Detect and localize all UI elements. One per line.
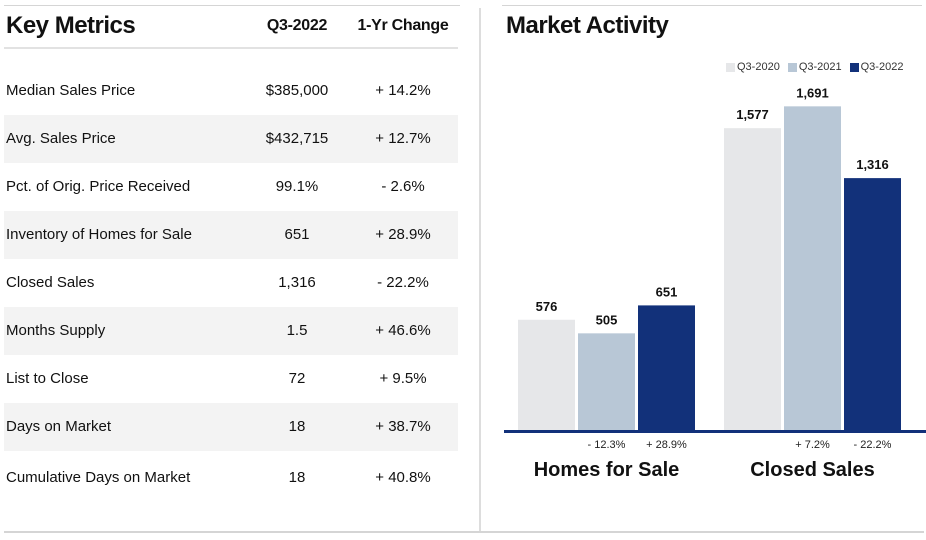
legend-swatch xyxy=(849,62,859,72)
table-row: Inventory of Homes for Sale 651 + 28.9% xyxy=(4,211,458,259)
metric-value: 1.5 xyxy=(286,322,308,339)
change-column-header: 1-Yr Change xyxy=(357,17,449,34)
market-activity-title: Market Activity xyxy=(506,12,669,39)
data-label: 505 xyxy=(596,312,618,327)
bar xyxy=(724,128,781,430)
data-label: 1,316 xyxy=(856,157,889,172)
metric-value: 72 xyxy=(288,370,306,387)
metric-change: + 28.9% xyxy=(375,226,431,243)
metric-label: Months Supply xyxy=(6,322,106,339)
metric-value: $385,000 xyxy=(265,82,329,99)
legend-swatch xyxy=(787,62,797,72)
category-label: Homes for Sale xyxy=(534,459,680,481)
metric-change: - 2.6% xyxy=(381,178,425,195)
top-rule xyxy=(502,5,922,6)
bar xyxy=(518,319,575,430)
table-row: Days on Market 18 + 38.7% xyxy=(4,403,458,451)
metric-label: List to Close xyxy=(6,370,89,387)
header-rule xyxy=(4,47,458,49)
bottom-rule xyxy=(4,531,924,533)
metric-change: + 12.7% xyxy=(375,130,431,147)
x-axis-baseline xyxy=(504,430,926,433)
panel-divider xyxy=(479,8,481,532)
market-activity-chart: 576 505 651 - 12.3% + 28.9% Homes for Sale 1,5… xyxy=(504,85,926,481)
metric-value: 651 xyxy=(284,226,310,243)
data-label: 651 xyxy=(656,284,678,299)
metric-change: + 14.2% xyxy=(375,82,431,99)
change-label: - 12.3% xyxy=(588,439,626,451)
table-row: Pct. of Orig. Price Received 99.1% - 2.6… xyxy=(4,163,458,211)
metric-value: 1,316 xyxy=(278,274,316,291)
top-rule xyxy=(4,5,460,6)
bar xyxy=(844,178,901,430)
legend-label: Q3-2020 xyxy=(737,61,780,73)
metric-label: Pct. of Orig. Price Received xyxy=(6,178,191,195)
key-metrics-panel: Key Metrics Q3-2022 1-Yr Change Median S… xyxy=(0,0,460,540)
metric-label: Avg. Sales Price xyxy=(6,130,116,147)
data-label: 1,577 xyxy=(736,107,769,122)
metric-label: Closed Sales xyxy=(6,274,95,291)
metric-label: Median Sales Price xyxy=(6,82,136,99)
table-row: Months Supply 1.5 + 46.6% xyxy=(4,307,458,355)
change-label: - 22.2% xyxy=(854,439,892,451)
bar xyxy=(638,305,695,430)
metric-value: $432,715 xyxy=(265,130,329,147)
metric-change: + 46.6% xyxy=(375,322,431,339)
change-label: + 7.2% xyxy=(795,439,830,451)
period-column-header: Q3-2022 xyxy=(266,17,328,34)
metric-value: 18 xyxy=(288,469,306,486)
table-row: Avg. Sales Price $432,715 + 12.7% xyxy=(4,115,458,163)
legend-swatch xyxy=(726,62,735,72)
metric-label: Days on Market xyxy=(6,418,112,435)
category-label: Closed Sales xyxy=(750,459,875,481)
data-label: 1,691 xyxy=(796,85,829,100)
chart-legend: Q3-2020 Q3-2021 Q3-2022 xyxy=(726,61,903,75)
metric-value: 99.1% xyxy=(275,178,319,195)
legend-item: Q3-2020 xyxy=(726,61,780,73)
metric-label: Cumulative Days on Market xyxy=(6,469,191,486)
bar xyxy=(784,106,841,431)
legend-item: Q3-2022 xyxy=(849,61,904,73)
metric-label: Inventory of Homes for Sale xyxy=(6,226,192,243)
metric-change: + 9.5% xyxy=(379,370,427,387)
table-row: Median Sales Price $385,000 + 14.2% xyxy=(4,67,458,115)
legend-item: Q3-2021 xyxy=(787,61,842,73)
key-metrics-title: Key Metrics xyxy=(6,12,136,39)
metric-change: - 22.2% xyxy=(377,274,429,291)
bar xyxy=(578,333,635,430)
legend-label: Q3-2022 xyxy=(860,61,904,73)
metric-value: 18 xyxy=(288,418,306,435)
metric-change: + 40.8% xyxy=(375,469,431,486)
table-row: Closed Sales 1,316 - 22.2% xyxy=(4,259,458,307)
metric-change: + 38.7% xyxy=(375,418,431,435)
change-label: + 28.9% xyxy=(646,439,687,451)
data-label: 576 xyxy=(536,299,558,314)
table-row: List to Close 72 + 9.5% xyxy=(4,355,458,403)
table-row: Cumulative Days on Market 18 + 40.8% xyxy=(4,454,458,502)
legend-label: Q3-2021 xyxy=(798,61,842,73)
